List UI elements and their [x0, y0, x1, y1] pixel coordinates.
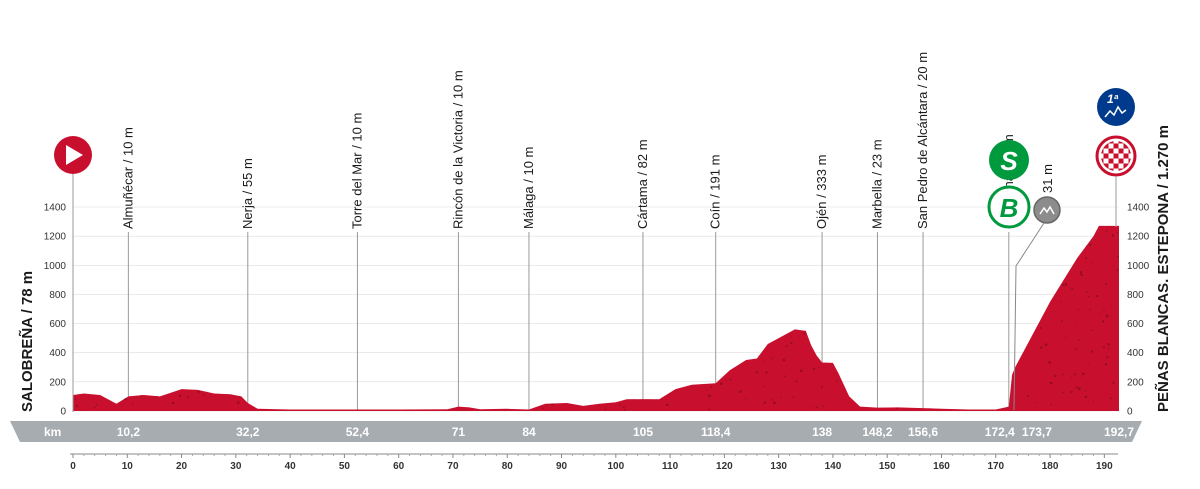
km-label: 148,2	[862, 425, 892, 439]
km-label: 71	[452, 425, 466, 439]
km-label: 173,7	[1022, 425, 1052, 439]
y-tick-label: 600	[1127, 319, 1144, 330]
y-tick-label: 1400	[1127, 203, 1150, 214]
km-label: 10,2	[117, 425, 141, 439]
y-tick-label: 1000	[44, 261, 67, 272]
y-tick-label: 0	[1127, 407, 1133, 418]
feed-zone-icon	[1013, 196, 1061, 411]
svg-text:1ª: 1ª	[1107, 92, 1119, 106]
km-label: 84	[522, 425, 536, 439]
x-tick-label: 180	[1042, 461, 1059, 472]
km-label: 192,7	[1104, 425, 1134, 439]
feed-zone-label: 31 m	[1040, 164, 1055, 193]
chart-grid	[73, 206, 1119, 412]
finish-checkered-icon	[1095, 135, 1137, 177]
waypoint-lines	[127, 232, 1010, 411]
x-tick-label: 0	[70, 461, 76, 472]
x-tick-label: 150	[879, 461, 896, 472]
waypoint-label: San Pedro de Alcántara / 20 m	[915, 52, 930, 229]
km-label: 105	[633, 425, 653, 439]
y-tick-label: 1400	[44, 203, 67, 214]
waypoint-label: Almuñécar / 10 m	[120, 127, 135, 229]
texture-dots	[73, 229, 1119, 411]
climb-category-icon: 1ª	[1097, 88, 1135, 126]
x-tick-label: 70	[447, 461, 459, 472]
km-label: 52,4	[346, 425, 370, 439]
waypoint-label: Nerja / 55 m	[240, 158, 255, 229]
svg-text:S: S	[1000, 146, 1018, 176]
x-tick-label: 30	[230, 461, 242, 472]
waypoint-label: Cártama / 82 m	[635, 139, 650, 229]
x-tick-label: 130	[770, 461, 787, 472]
y-tick-label: 0	[60, 407, 66, 418]
x-tick-label: 60	[393, 461, 405, 472]
x-tick-label: 190	[1096, 461, 1113, 472]
y-tick-label: 600	[49, 319, 66, 330]
x-tick-label: 20	[176, 461, 188, 472]
start-play-icon	[54, 136, 92, 174]
waypoint-label: Ojén / 333 m	[814, 155, 829, 229]
profile-texture	[73, 229, 1119, 411]
x-tick-label: 140	[825, 461, 842, 472]
elevation-profile-area	[73, 225, 1119, 411]
x-tick-label: 40	[285, 461, 297, 472]
sprint-icon: S	[989, 140, 1029, 180]
x-tick-label: 170	[987, 461, 1004, 472]
km-axis-label: km	[44, 425, 61, 439]
x-tick-label: 80	[502, 461, 514, 472]
finish-label: PEÑAS BLANCAS. ESTEPONA / 1.270 m	[1154, 125, 1172, 412]
y-tick-label: 200	[49, 377, 66, 388]
x-tick-label: 160	[933, 461, 950, 472]
bonus-icon: B	[987, 185, 1031, 229]
km-label: 138	[812, 425, 832, 439]
start-label: SALOBREÑA / 78 m	[18, 271, 36, 412]
y-axis-left: 0 200 400 600 800 1000 1200 1400	[44, 203, 67, 418]
km-bar	[10, 421, 1142, 442]
x-tick-label: 90	[556, 461, 568, 472]
km-label: 172,4	[985, 425, 1015, 439]
x-axis: 0 10 20 30 40 50 60 70 80 90 100 110 120 130 140 150 160…	[70, 454, 1113, 472]
x-tick-label: 100	[607, 461, 624, 472]
y-tick-label: 400	[49, 348, 66, 359]
x-tick-label: 10	[122, 461, 134, 472]
y-tick-label: 1000	[1127, 261, 1150, 272]
waypoint-label: Marbella / 23 m	[869, 139, 884, 229]
y-axis-right: 0 200 400 600 800 1000 1200 1400	[1127, 203, 1150, 418]
svg-text:B: B	[1000, 193, 1019, 223]
y-tick-label: 200	[1127, 377, 1144, 388]
y-tick-label: 400	[1127, 348, 1144, 359]
y-tick-label: 800	[49, 290, 66, 301]
km-labels: 10,2 32,2 52,4 71 84 105 118,4 138 148,2 156,6 172…	[117, 425, 1135, 439]
y-tick-label: 800	[1127, 290, 1144, 301]
waypoint-labels: Almuñécar / 10 m Nerja / 55 m Torre del Ma…	[120, 52, 1015, 229]
km-label: 32,2	[236, 425, 260, 439]
waypoint-label: Málaga / 10 m	[521, 147, 536, 229]
waypoint-label: Coín / 191 m	[708, 155, 723, 229]
km-label: 118,4	[701, 425, 731, 439]
x-tick-label: 110	[662, 461, 679, 472]
waypoint-label: Rincón de la Victoria / 10 m	[450, 70, 465, 229]
x-tick-label: 120	[716, 461, 733, 472]
km-label: 156,6	[908, 425, 938, 439]
y-tick-label: 1200	[1127, 232, 1150, 243]
waypoint-label: Torre del Mar / 10 m	[349, 113, 364, 229]
y-tick-label: 1200	[44, 232, 67, 243]
x-tick-label: 50	[339, 461, 351, 472]
